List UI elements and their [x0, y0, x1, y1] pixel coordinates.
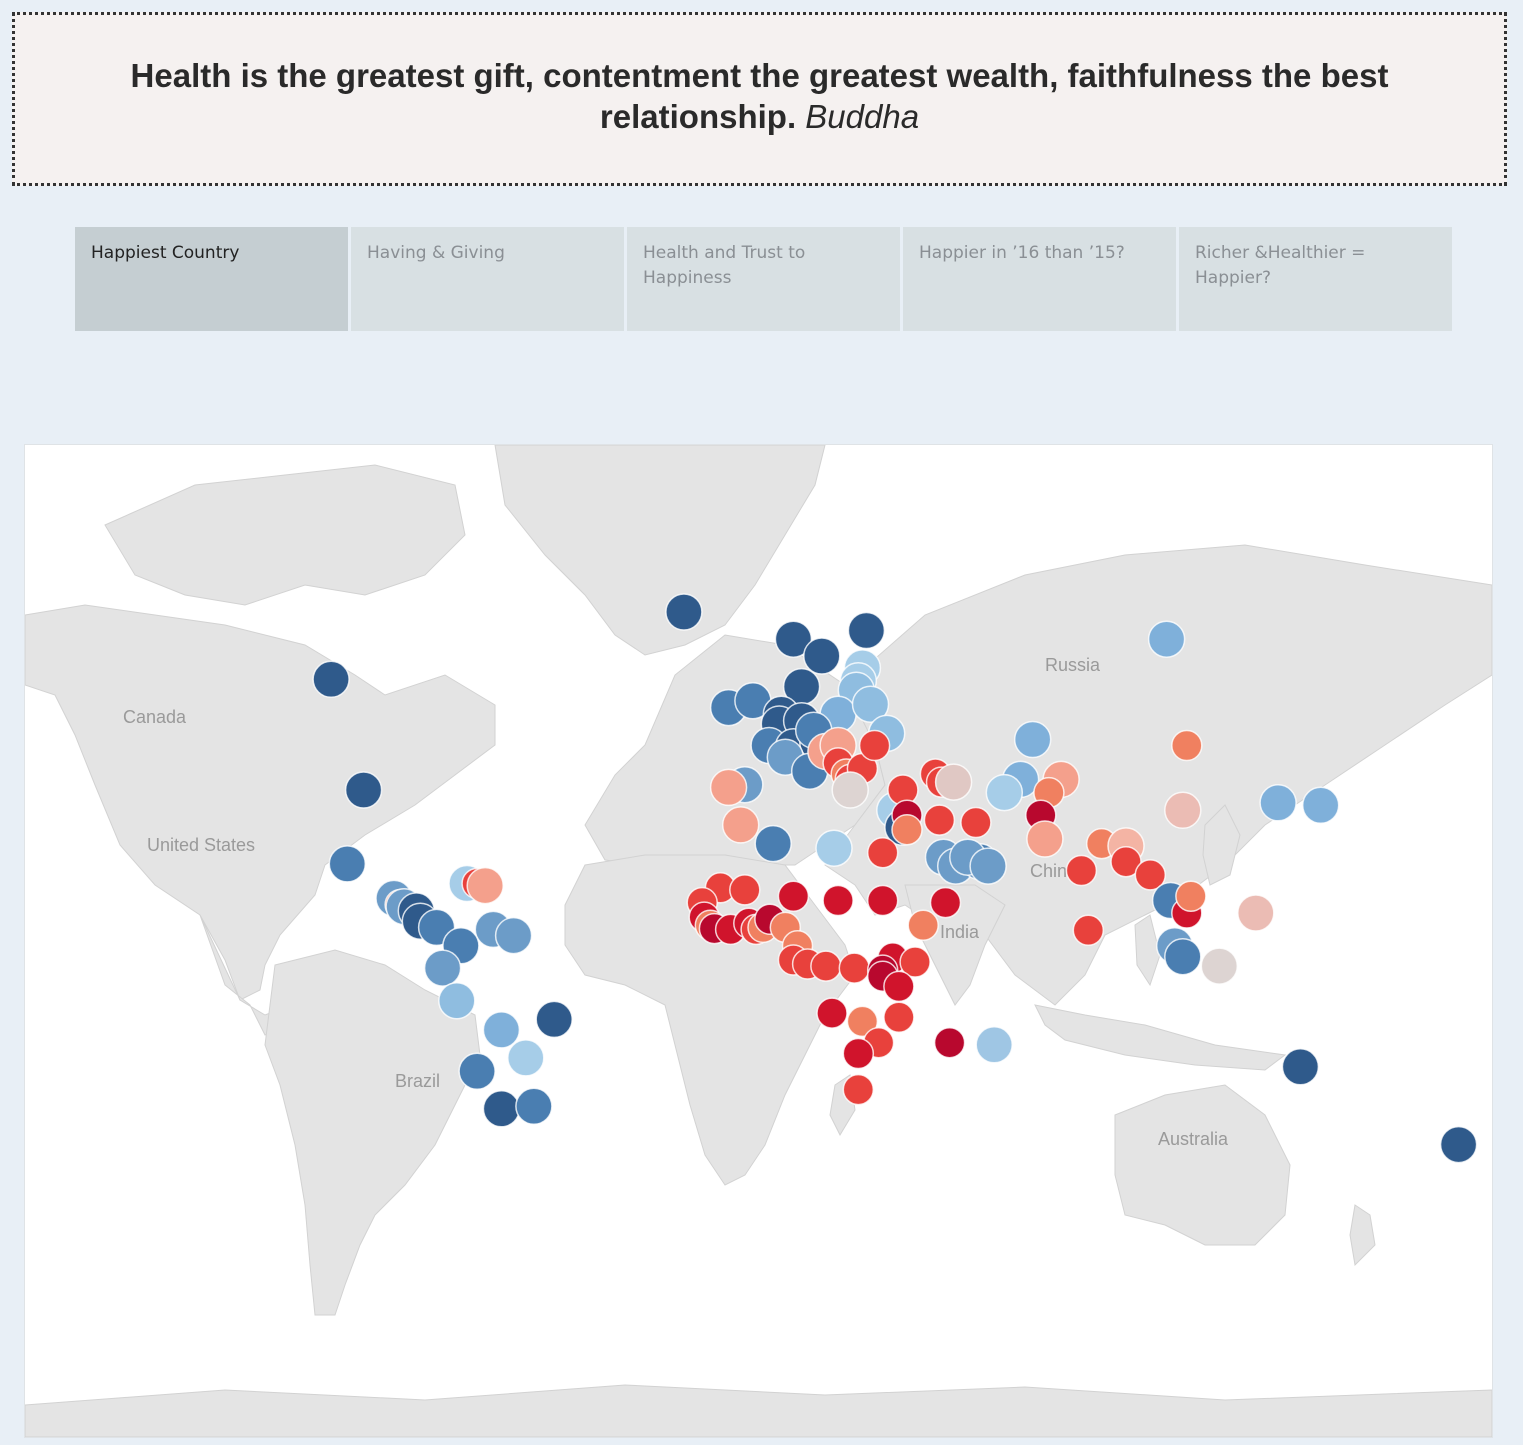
country-dot[interactable]: [1134, 859, 1167, 891]
country-dot[interactable]: [729, 874, 761, 906]
label-china: China: [1030, 861, 1078, 881]
tab-happier-16-15[interactable]: Happier in ’16 than ’15?: [903, 227, 1176, 331]
label-russia: Russia: [1045, 655, 1101, 675]
country-dot[interactable]: [846, 1005, 879, 1038]
quote-banner: Health is the greatest gift, contentment…: [12, 12, 1507, 186]
country-dot[interactable]: [1259, 784, 1297, 822]
country-dot[interactable]: [482, 1090, 521, 1128]
country-dot[interactable]: [1237, 894, 1275, 932]
country-dot[interactable]: [1110, 845, 1142, 878]
world-map-svg[interactable]: Canada United States Brazil Russia China…: [25, 445, 1492, 1437]
quote-body: Health is the greatest gift, contentment…: [130, 57, 1389, 135]
country-dot[interactable]: [438, 981, 476, 1020]
land-japan: [1202, 804, 1241, 886]
country-dot[interactable]: [838, 952, 871, 984]
country-dot[interactable]: [482, 1011, 521, 1049]
country-dot[interactable]: [866, 836, 899, 869]
country-dot[interactable]: [822, 884, 854, 917]
country-dot[interactable]: [1200, 947, 1239, 985]
country-dots[interactable]: [312, 593, 1478, 1164]
country-dot[interactable]: [866, 884, 899, 917]
country-dot[interactable]: [815, 829, 853, 867]
country-dot[interactable]: [1164, 937, 1202, 976]
land-north-america: [25, 604, 496, 1001]
country-dot[interactable]: [1301, 786, 1340, 825]
land-new-zealand: [1349, 1204, 1376, 1267]
country-dot[interactable]: [328, 845, 367, 883]
country-dot[interactable]: [1072, 914, 1105, 947]
land-philippines: [1134, 914, 1161, 987]
country-dot[interactable]: [842, 1037, 875, 1070]
land-south-america: [264, 949, 481, 1316]
country-dot[interactable]: [891, 813, 923, 846]
dashboard-tabs: Happiest Country Having & Giving Health …: [75, 227, 1452, 331]
country-dot[interactable]: [1171, 729, 1203, 762]
label-canada: Canada: [123, 707, 187, 727]
country-dot[interactable]: [810, 950, 842, 982]
country-dot[interactable]: [975, 1026, 1013, 1064]
country-dot[interactable]: [515, 1087, 553, 1126]
country-dot[interactable]: [858, 729, 891, 762]
country-dot[interactable]: [883, 1001, 915, 1034]
country-dot[interactable]: [709, 768, 748, 807]
tab-having-giving[interactable]: Having & Giving: [351, 227, 624, 331]
land-arctic-islands: [104, 464, 466, 606]
country-dot[interactable]: [312, 660, 350, 699]
country-dot[interactable]: [1013, 720, 1052, 759]
country-dot[interactable]: [933, 1026, 966, 1059]
land-indonesia: [1034, 1004, 1287, 1071]
country-dot[interactable]: [665, 593, 703, 631]
country-dot[interactable]: [1281, 1048, 1320, 1086]
country-labels: Canada United States Brazil Russia China…: [123, 655, 1229, 1149]
country-dot[interactable]: [934, 763, 973, 801]
country-dot[interactable]: [777, 880, 810, 913]
country-dot[interactable]: [883, 970, 915, 1003]
land-greenland: [494, 445, 826, 656]
country-dot[interactable]: [466, 866, 504, 905]
country-dot[interactable]: [774, 620, 813, 658]
country-dot[interactable]: [507, 1039, 545, 1077]
label-united-states: United States: [147, 835, 255, 855]
country-dot[interactable]: [494, 916, 533, 955]
country-dot[interactable]: [907, 909, 939, 942]
land-australia: [1114, 1084, 1291, 1246]
country-dot[interactable]: [1147, 620, 1186, 658]
quote-author: Buddha: [805, 98, 920, 135]
label-australia: Australia: [1158, 1129, 1229, 1149]
tab-happiest-country[interactable]: Happiest Country: [75, 227, 348, 331]
country-dot[interactable]: [842, 1073, 875, 1106]
country-dot[interactable]: [899, 946, 931, 978]
country-dot[interactable]: [423, 949, 462, 987]
country-dot[interactable]: [1065, 854, 1098, 887]
country-dot[interactable]: [831, 771, 869, 809]
country-dot[interactable]: [1439, 1125, 1478, 1164]
country-dot[interactable]: [969, 847, 1007, 885]
country-dot[interactable]: [803, 637, 841, 675]
country-dot[interactable]: [1164, 791, 1202, 830]
country-dot[interactable]: [816, 997, 848, 1029]
country-dot[interactable]: [1175, 880, 1207, 913]
country-dot[interactable]: [847, 611, 886, 650]
label-india: India: [940, 922, 980, 942]
country-dot[interactable]: [1026, 820, 1064, 858]
land-asia: [824, 544, 1492, 1006]
country-dot[interactable]: [754, 824, 792, 863]
land-antarctica: [25, 1384, 1492, 1437]
tab-health-trust[interactable]: Health and Trust to Happiness: [627, 227, 900, 331]
label-brazil: Brazil: [395, 1071, 440, 1091]
country-dot[interactable]: [458, 1052, 496, 1091]
country-dot[interactable]: [851, 685, 890, 723]
country-dot[interactable]: [721, 806, 760, 844]
country-dot[interactable]: [960, 806, 992, 839]
country-dot[interactable]: [929, 886, 962, 919]
quote-text: Health is the greatest gift, contentment…: [90, 55, 1430, 137]
country-dot[interactable]: [985, 773, 1024, 812]
country-dot[interactable]: [535, 1000, 573, 1039]
country-dot[interactable]: [344, 771, 383, 809]
world-map[interactable]: Canada United States Brazil Russia China…: [24, 444, 1493, 1438]
tab-richer-healthier[interactable]: Richer &Healthier = Happier?: [1179, 227, 1452, 331]
country-dot[interactable]: [923, 804, 956, 836]
